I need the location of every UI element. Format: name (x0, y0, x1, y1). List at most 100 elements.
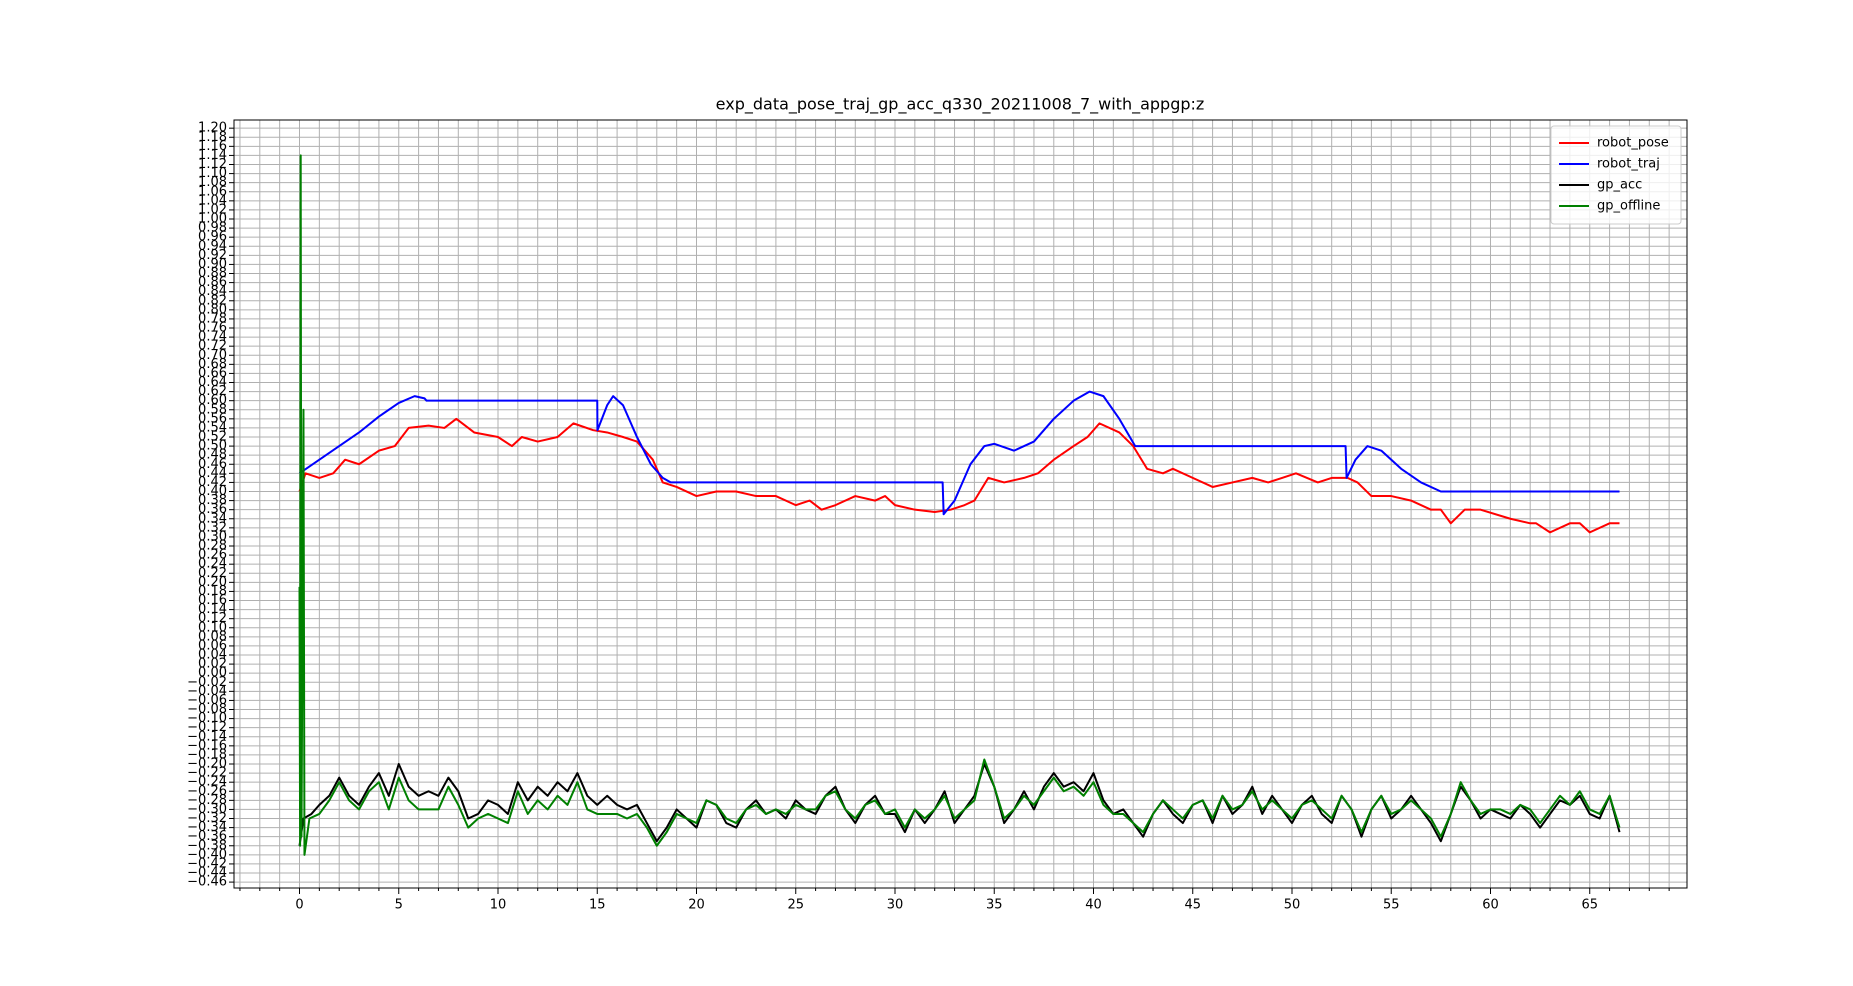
x-tick-label: 30 (887, 898, 904, 913)
x-tick-label: 50 (1284, 898, 1301, 913)
legend-box (1550, 125, 1682, 225)
y-tick-label: 0.28 (198, 539, 227, 554)
y-tick-label: 0.88 (198, 266, 227, 281)
x-tick-label: 65 (1581, 898, 1598, 913)
y-tick-label: −0.16 (187, 738, 227, 753)
y-tick-label: 1.02 (198, 202, 227, 217)
y-tick-label: 0.34 (198, 511, 227, 526)
chart-title: exp_data_pose_traj_gp_acc_q330_20211008_… (716, 95, 1205, 115)
y-tick-label: −0.44 (187, 866, 227, 881)
y-tick-label: 0.38 (198, 493, 227, 508)
legend-label: gp_offline (1597, 199, 1660, 214)
y-tick-label: 0.64 (198, 375, 227, 390)
y-tick-label: −0.34 (187, 820, 227, 835)
x-tick-label: 45 (1184, 898, 1201, 913)
y-tick-label: 0.08 (198, 629, 227, 644)
y-tick-label: 0.70 (198, 348, 227, 363)
y-tick-label: −0.02 (187, 675, 227, 690)
y-tick-label: −0.14 (187, 729, 227, 744)
x-tick-label: 40 (1085, 898, 1102, 913)
y-tick-label: 0.94 (198, 239, 227, 254)
y-tick-label: 1.16 (198, 139, 227, 154)
y-tick-label: −0.42 (187, 856, 227, 871)
x-tick-label: 15 (589, 898, 606, 913)
y-tick-label: 0.00 (198, 666, 227, 681)
y-tick-label: 1.12 (198, 157, 227, 172)
y-tick-label: 0.66 (198, 366, 227, 381)
y-tick-label: 0.16 (198, 593, 227, 608)
legend-label: robot_pose (1597, 136, 1669, 151)
y-tick-label: 0.86 (198, 275, 227, 290)
y-tick-label: 0.80 (198, 302, 227, 317)
x-tick-label: 5 (395, 898, 403, 913)
y-tick-label: 1.14 (198, 148, 227, 163)
y-tick-label: −0.18 (187, 747, 227, 762)
x-tick-label: 60 (1482, 898, 1499, 913)
y-tick-label: 0.74 (198, 330, 227, 345)
y-tick-label: −0.32 (187, 811, 227, 826)
y-tick-label: 0.42 (198, 475, 227, 490)
series-line (298, 417, 1620, 534)
y-tick-label: 0.68 (198, 357, 227, 372)
y-tick-label: 0.10 (198, 620, 227, 635)
series-line (298, 390, 1620, 516)
y-tick-label: 0.02 (198, 657, 227, 672)
y-tick-label: 0.62 (198, 384, 227, 399)
y-tick-label: −0.36 (187, 829, 227, 844)
y-tick-label: 0.52 (198, 430, 227, 445)
y-tick-label: 1.10 (198, 166, 227, 181)
y-tick-label: −0.46 (187, 875, 227, 890)
y-tick-label: 0.58 (198, 402, 227, 417)
y-tick-label: 1.18 (198, 130, 227, 145)
y-tick-label: 0.20 (198, 575, 227, 590)
legend: robot_pose robot_traj gp_acc gp_offline (1550, 125, 1682, 225)
y-tick-label: 0.44 (198, 466, 227, 481)
y-tick-label: 0.54 (198, 420, 227, 435)
legend-label: robot_traj (1597, 157, 1660, 172)
y-tick-label: 0.56 (198, 411, 227, 426)
y-tick-label: 0.14 (198, 602, 227, 617)
y-tick-label: 0.98 (198, 221, 227, 236)
y-tick-label: 1.08 (198, 175, 227, 190)
x-tick-label: 35 (986, 898, 1003, 913)
y-tick-label: −0.20 (187, 757, 227, 772)
y-tick-label: −0.24 (187, 775, 227, 790)
y-tick-label: −0.10 (187, 711, 227, 726)
y-tick-label: 0.26 (198, 548, 227, 563)
x-tick-label: 25 (787, 898, 804, 913)
y-tick-label: 1.06 (198, 184, 227, 199)
y-tick-label: 0.40 (198, 484, 227, 499)
x-tick-label: 55 (1383, 898, 1400, 913)
y-tick-label: −0.38 (187, 838, 227, 853)
y-tick-label: −0.26 (187, 784, 227, 799)
y-tick-label: 0.48 (198, 448, 227, 463)
y-tick-label: −0.30 (187, 802, 227, 817)
x-tick-label: 10 (490, 898, 507, 913)
y-tick-label: 0.46 (198, 457, 227, 472)
y-tick-label: −0.04 (187, 684, 227, 699)
y-tick-label: −0.06 (187, 693, 227, 708)
series-line (298, 154, 1621, 856)
y-tick-label: 0.04 (198, 648, 227, 663)
y-tick-label: 0.84 (198, 284, 227, 299)
y-tick-label: −0.22 (187, 766, 227, 781)
series-line (298, 763, 1621, 846)
y-tick-label: 0.30 (198, 529, 227, 544)
x-tick-label: 20 (688, 898, 705, 913)
y-tick-label: 1.00 (198, 212, 227, 227)
x-tick-label: 0 (295, 898, 303, 913)
y-tick-label: −0.12 (187, 720, 227, 735)
y-tick-label: 0.76 (198, 321, 227, 336)
y-tick-label: −0.28 (187, 793, 227, 808)
y-tick-label: 0.96 (198, 230, 227, 245)
y-tick-label: 0.06 (198, 638, 227, 653)
y-tick-label: 0.78 (198, 311, 227, 326)
y-tick-label: 0.82 (198, 293, 227, 308)
y-tick-label: 0.50 (198, 439, 227, 454)
plot-frame (233, 119, 1688, 889)
y-tick-label: 0.12 (198, 611, 227, 626)
y-tick-label: 1.20 (198, 121, 227, 136)
y-tick-label: 0.18 (198, 584, 227, 599)
